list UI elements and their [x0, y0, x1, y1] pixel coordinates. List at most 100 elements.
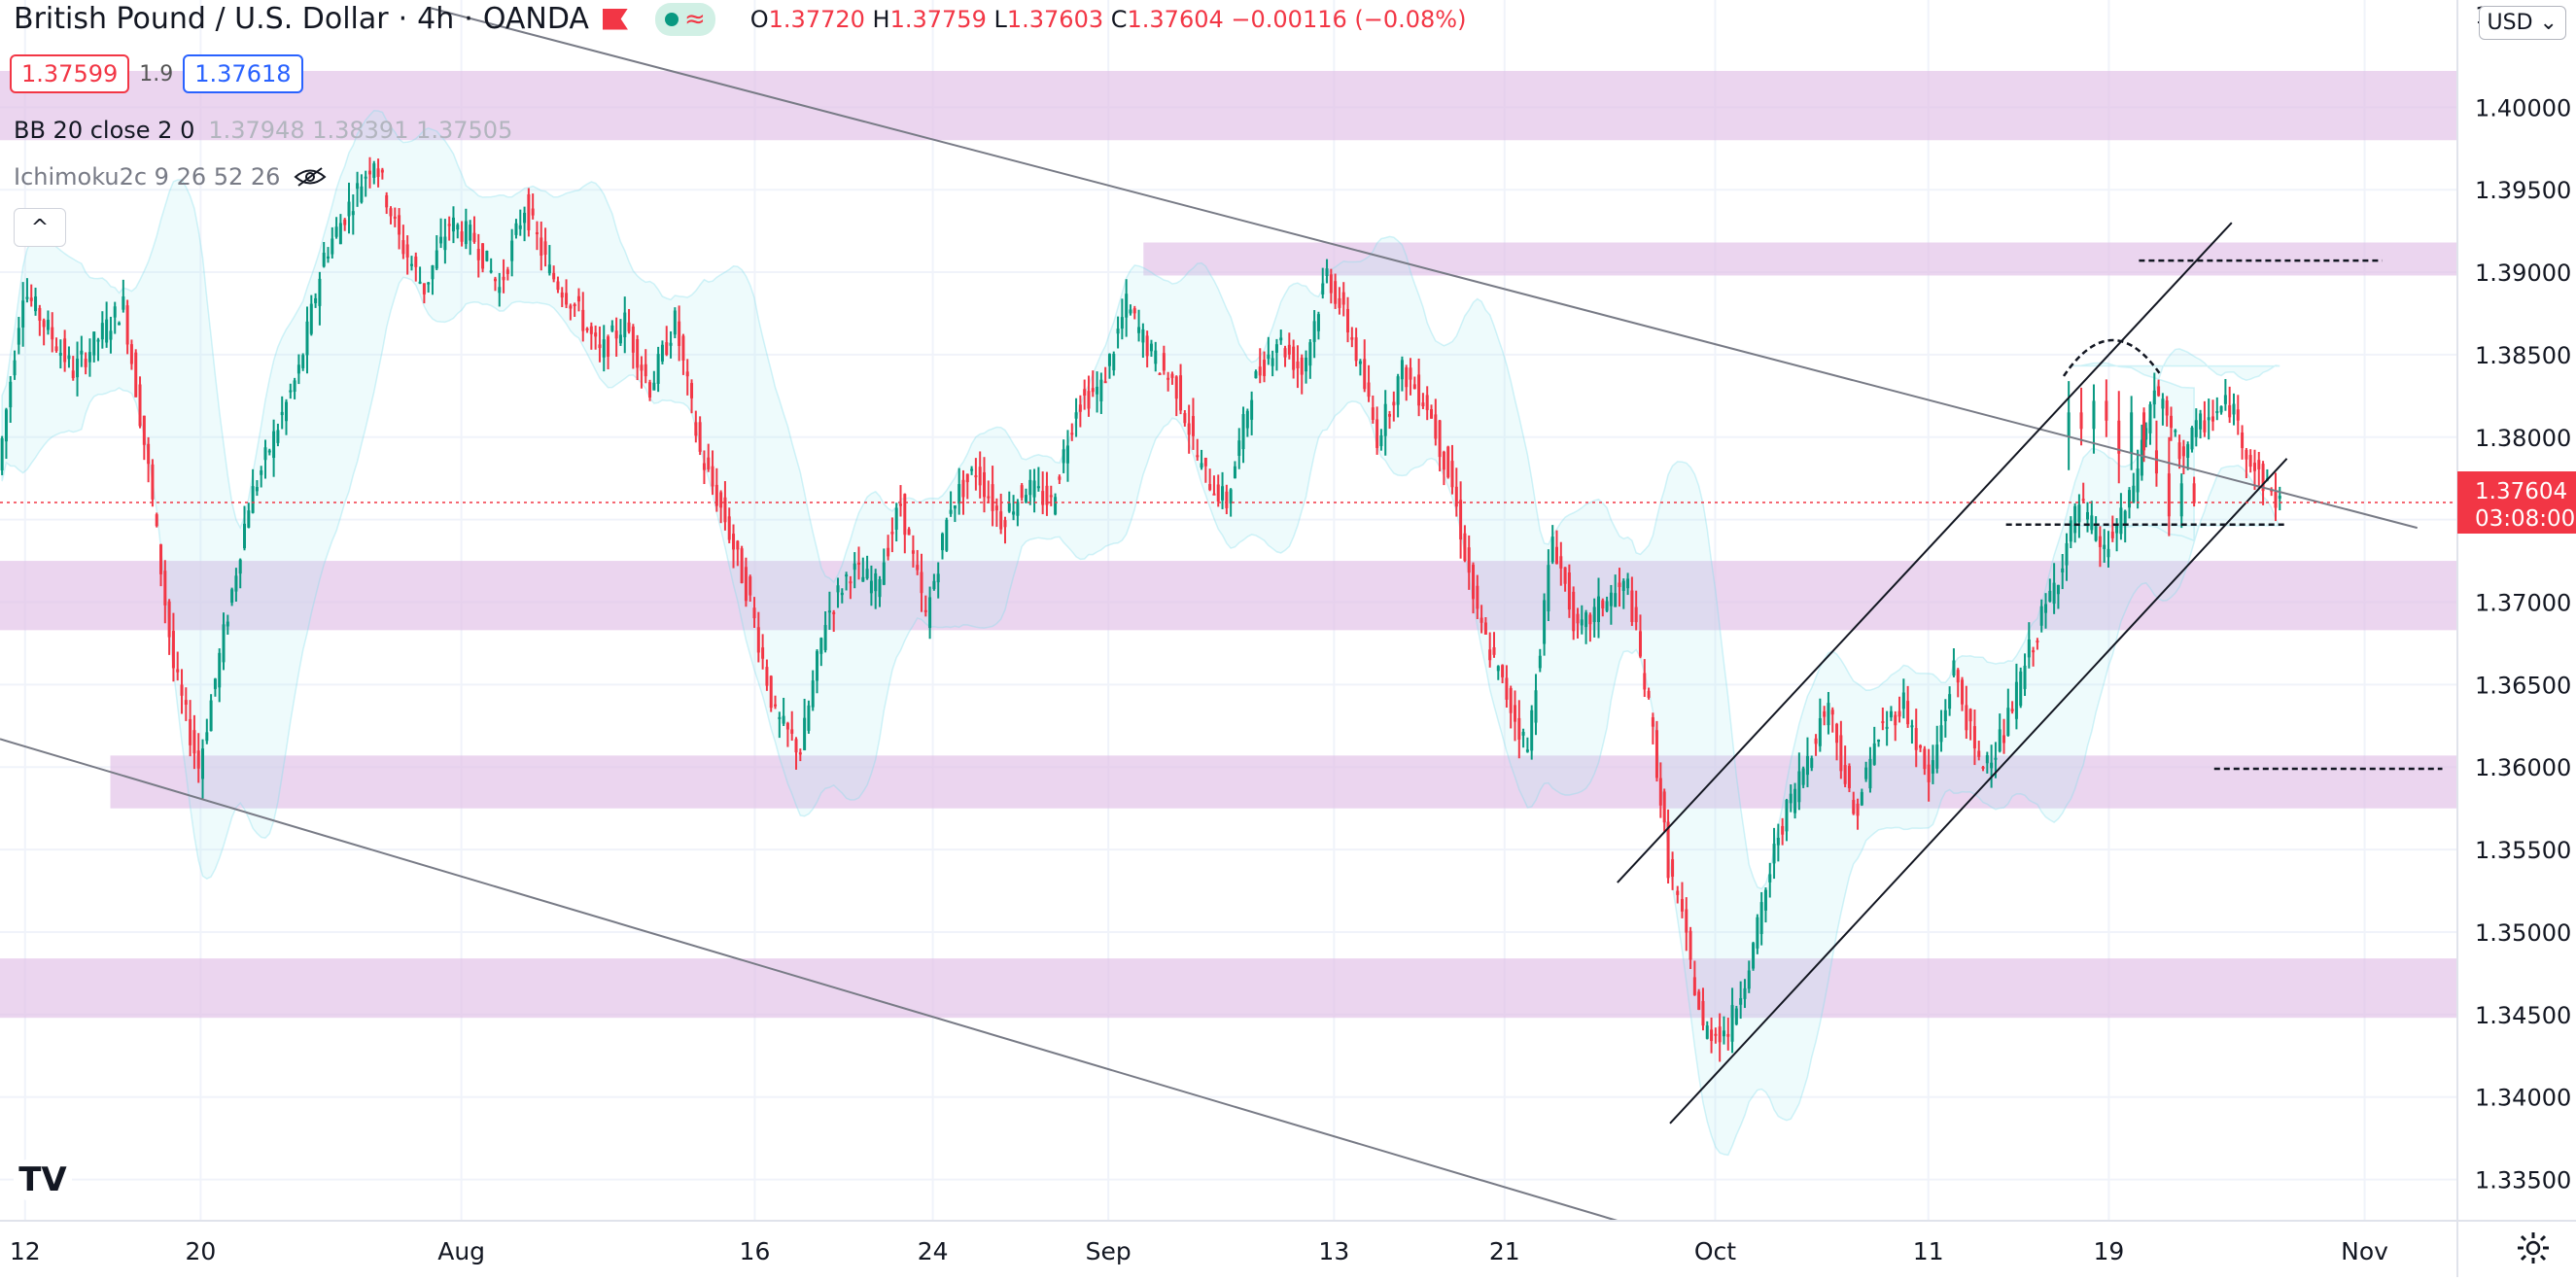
- candle: [502, 259, 505, 294]
- candle: [2077, 494, 2081, 538]
- candle-body: [999, 511, 1003, 530]
- time-tick-label: 24: [918, 1237, 949, 1265]
- candle-body: [1952, 660, 1956, 676]
- candle-body: [1058, 476, 1062, 480]
- gear-icon[interactable]: [2516, 1230, 2551, 1265]
- candle-body: [376, 168, 380, 177]
- candle: [2148, 401, 2152, 445]
- candle-body: [1300, 357, 1304, 375]
- candle: [2065, 533, 2069, 581]
- candle-body: [76, 358, 80, 378]
- candle-body: [1107, 354, 1111, 366]
- candle-body: [916, 565, 920, 571]
- candle-body: [1221, 486, 1225, 501]
- candle-body: [853, 563, 856, 571]
- candle: [1559, 541, 1563, 586]
- market-status-pill[interactable]: ≈: [654, 2, 715, 36]
- interval-label[interactable]: 4h: [417, 2, 455, 36]
- candle-body: [84, 359, 87, 367]
- candle-body: [1634, 606, 1638, 623]
- candle-body: [1525, 749, 1529, 752]
- candle-body: [2161, 398, 2165, 409]
- candle-body: [46, 320, 50, 330]
- candle-body: [1538, 655, 1542, 669]
- candle-body: [882, 562, 886, 585]
- indicator-bb[interactable]: BB 20 close 2 0 1.37948 1.38391 1.37505: [14, 117, 512, 144]
- candle-body: [1007, 502, 1011, 512]
- candle-body: [1479, 617, 1483, 623]
- candle: [932, 573, 936, 591]
- candle: [803, 698, 807, 751]
- candle: [1588, 612, 1592, 642]
- candle-body: [2023, 665, 2027, 689]
- flag-icon[interactable]: [602, 8, 628, 30]
- candle: [163, 560, 167, 624]
- symbol-name[interactable]: British Pound / U.S. Dollar: [14, 2, 389, 36]
- candle: [2174, 429, 2177, 437]
- candle-body: [25, 296, 29, 299]
- candle: [2123, 509, 2127, 543]
- trade-buttons: 1.37599 1.9 1.37618: [10, 54, 303, 93]
- indicator-ichimoku[interactable]: Ichimoku2c 9 26 52 26: [14, 163, 327, 190]
- candle-body: [1237, 440, 1241, 456]
- candle-body: [1065, 445, 1069, 464]
- close-value: 1.37604: [1127, 5, 1224, 33]
- candle: [1726, 1018, 1730, 1051]
- candle-body: [531, 208, 535, 216]
- candle-body: [285, 401, 289, 422]
- candle: [1058, 474, 1062, 484]
- candle-body: [665, 342, 669, 355]
- candle-body: [1697, 991, 1701, 1010]
- candle-body: [2219, 405, 2223, 413]
- candle-body: [1939, 725, 1943, 743]
- candle: [920, 553, 923, 612]
- candle-body: [1454, 486, 1458, 507]
- candle-body: [790, 729, 794, 734]
- candle: [1078, 395, 1082, 428]
- candle: [527, 188, 531, 237]
- candle: [1801, 766, 1805, 788]
- candle: [1430, 404, 1434, 419]
- candle-body: [380, 169, 384, 173]
- buy-button[interactable]: 1.37618: [183, 54, 303, 93]
- candle: [1906, 685, 1910, 728]
- candle-body: [1658, 778, 1662, 806]
- sell-button[interactable]: 1.37599: [10, 54, 130, 93]
- candle-body: [953, 505, 957, 509]
- candle-body: [2098, 536, 2102, 547]
- candle-body: [1781, 825, 1785, 835]
- candle: [1267, 336, 1271, 365]
- candle: [1417, 358, 1421, 417]
- candle: [1074, 398, 1078, 437]
- candle-body: [301, 355, 305, 368]
- hidden-eye-icon[interactable]: [294, 166, 327, 188]
- candle: [1083, 379, 1087, 410]
- candle-body: [1149, 343, 1153, 352]
- candle-body: [247, 510, 251, 528]
- separator-dot: ·: [464, 2, 473, 36]
- candle: [431, 264, 435, 295]
- candle-body: [334, 226, 338, 237]
- candle-body: [17, 328, 20, 345]
- candle: [1839, 720, 1843, 779]
- candle-body: [869, 580, 873, 594]
- candle-body: [648, 382, 652, 398]
- collapse-legend-button[interactable]: ^: [14, 208, 66, 247]
- candle: [356, 171, 360, 207]
- candle-body: [1296, 361, 1300, 368]
- candle: [685, 359, 689, 396]
- candle-body: [1350, 337, 1354, 340]
- candle: [1734, 1005, 1738, 1026]
- candle-body: [1990, 762, 1994, 769]
- candle: [1793, 782, 1797, 819]
- candle: [2132, 472, 2136, 503]
- candle: [1823, 706, 1827, 726]
- tradingview-logo[interactable]: TV: [14, 1155, 72, 1205]
- candle: [192, 714, 196, 770]
- candle: [798, 748, 802, 762]
- candle-body: [1718, 1026, 1722, 1043]
- currency-select[interactable]: USD ⌄: [2478, 6, 2566, 40]
- candle: [627, 308, 631, 334]
